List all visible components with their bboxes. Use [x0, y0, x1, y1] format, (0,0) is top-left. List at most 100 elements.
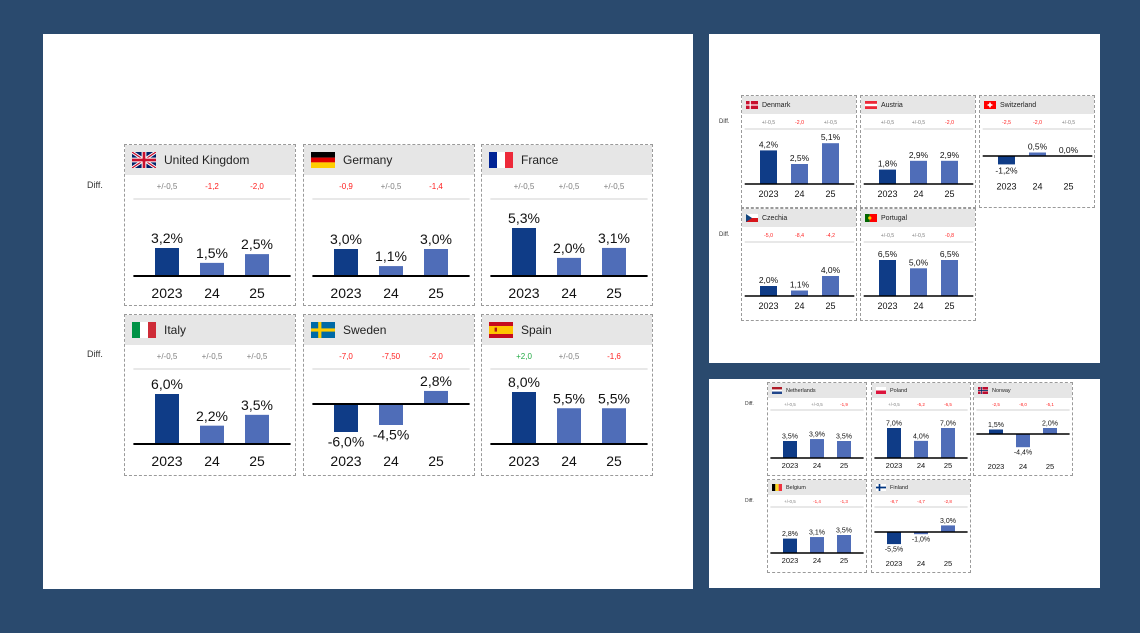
- diff-value: -2,0: [250, 182, 264, 191]
- diff-value: +/-0,5: [381, 182, 402, 191]
- diff-value: +/-0,5: [202, 352, 223, 361]
- x-tick-label: 2023: [330, 453, 361, 469]
- bar-chart: -6,0% -7,0 2023 -4,5% -7,50 24 2,8% -2,0 25: [312, 352, 470, 469]
- diff-value: -7,50: [382, 352, 401, 361]
- data-label: 0,5%: [1028, 142, 1048, 152]
- x-tick-label: 25: [249, 453, 265, 469]
- diff-value: -8,4: [795, 233, 804, 239]
- bar: [200, 262, 224, 276]
- bar-chart: -1,2% -2,5 2023 0,5% -2,0 24 0,0% +/-0,5 25: [982, 120, 1093, 191]
- chart-title-bar: Norway: [974, 383, 1072, 398]
- bar: [512, 228, 536, 276]
- data-label: 3,0%: [420, 231, 452, 247]
- x-tick-label: 25: [840, 461, 848, 470]
- finland-flag-icon: [876, 484, 886, 491]
- data-label: -1,0%: [912, 537, 930, 544]
- bar-chart: 2,0% -5,0 2023 1,1% -8,4 24 4,0% -4,2 25: [744, 233, 855, 311]
- chart-title: Switzerland: [1000, 101, 1037, 109]
- x-tick-label: 2023: [782, 461, 799, 470]
- bar: [914, 440, 928, 458]
- diff-value: +/-0,5: [157, 182, 178, 191]
- x-tick-label: 24: [794, 301, 804, 311]
- x-tick-label: 2023: [151, 453, 182, 469]
- diff-value: +/-0,5: [811, 402, 823, 407]
- bar: [602, 247, 626, 276]
- x-tick-label: 24: [204, 285, 220, 301]
- bar: [998, 156, 1015, 165]
- x-tick-label: 2023: [151, 285, 182, 301]
- data-label: 7,0%: [886, 421, 902, 428]
- diff-value: +/-0,5: [888, 402, 900, 407]
- diff-value: +2,0: [516, 352, 532, 361]
- bar: [941, 160, 958, 184]
- chart-title-bar: Poland: [872, 383, 970, 398]
- chart-title: France: [521, 153, 559, 167]
- country-chart-card: Italy 6,0% +/-0,5 2023 2,2% +/-0,5 24 3,5% +/-0,…: [124, 314, 296, 476]
- data-label: 3,0%: [940, 518, 956, 525]
- data-label: 3,1%: [809, 530, 825, 537]
- bar: [424, 390, 448, 404]
- x-tick-label: 25: [606, 285, 622, 301]
- data-label: 0,0%: [1059, 145, 1079, 155]
- chart-title: Poland: [890, 387, 908, 394]
- data-label: 3,5%: [782, 434, 798, 441]
- x-tick-label: 24: [917, 559, 925, 568]
- x-tick-label: 24: [383, 453, 399, 469]
- bar: [334, 249, 358, 276]
- diff-value: -2,5: [1002, 120, 1011, 126]
- data-label: 3,9%: [809, 432, 825, 439]
- diff-label: Diff.: [745, 401, 754, 407]
- diff-value: -0,9: [339, 182, 353, 191]
- x-tick-label: 2023: [758, 301, 778, 311]
- bar-chart: 3,5% +/-0,5 2023 3,9% +/-0,5 24 3,5% -1,9 25: [770, 402, 864, 470]
- country-chart-card: Netherlands 3,5% +/-0,5 2023 3,9% +/-0,5 24 3,5…: [767, 382, 867, 476]
- diff-value: -4,2: [826, 233, 835, 239]
- data-label: 5,5%: [598, 390, 630, 406]
- data-label: 6,5%: [940, 249, 960, 259]
- x-tick-label: 25: [1063, 181, 1073, 191]
- bar-chart: 4,2% +/-0,5 2023 2,5% -2,0 24 5,1% +/-0,5 25: [744, 120, 855, 199]
- x-tick-label: 25: [825, 189, 835, 199]
- bar: [822, 143, 839, 184]
- diff-value: -1,9: [840, 402, 848, 407]
- diff-value: +/-0,5: [824, 120, 838, 126]
- country-chart-card: Belgium 2,8% +/-0,5 2023 3,1% -1,4 24 3,5% -1,3 2…: [767, 479, 867, 573]
- chart-title-bar: United Kingdom: [125, 145, 295, 175]
- chart-title: Austria: [881, 101, 903, 109]
- diff-value: -4,7: [917, 499, 925, 504]
- data-label: 2,0%: [553, 240, 585, 256]
- diff-value: +/-0,5: [784, 499, 796, 504]
- data-label: 7,0%: [940, 421, 956, 428]
- x-tick-label: 24: [813, 556, 821, 565]
- country-chart-card: Spain 8,0% +2,0 2023 5,5% +/-0,5 24 5,5% -1,6 25: [481, 314, 653, 476]
- x-tick-label: 24: [1019, 462, 1027, 471]
- chart-title: Netherlands: [786, 387, 816, 394]
- data-label: 4,0%: [913, 433, 929, 440]
- bar-chart: 3,2% +/-0,5 2023 1,5% -1,2 24 2,5% -2,0 25: [133, 182, 291, 301]
- bar: [989, 429, 1003, 434]
- x-tick-label: 25: [428, 453, 444, 469]
- data-label: 3,5%: [836, 434, 852, 441]
- diff-value: -2,8: [944, 499, 952, 504]
- data-label: 5,1%: [821, 132, 841, 142]
- x-tick-label: 25: [428, 285, 444, 301]
- bar: [512, 392, 536, 444]
- diff-value: +/-0,5: [762, 120, 776, 126]
- bar: [1016, 434, 1030, 448]
- bar: [810, 537, 824, 553]
- diff-value: +/-0,5: [559, 352, 580, 361]
- chart-title: Finland: [890, 484, 909, 491]
- data-label: -4,4%: [1014, 450, 1032, 457]
- diff-value: +/-0,5: [157, 352, 178, 361]
- diff-value: -2,0: [1033, 120, 1042, 126]
- data-label: 2,9%: [909, 150, 929, 160]
- bar: [245, 414, 269, 444]
- italy-flag-icon: [132, 322, 156, 338]
- slide-main: [43, 34, 693, 589]
- bar: [910, 268, 927, 296]
- diff-value: +/-0,5: [559, 182, 580, 191]
- bar: [822, 276, 839, 296]
- chart-title-bar: Switzerland: [980, 96, 1094, 114]
- bar: [760, 150, 777, 184]
- data-label: 5,0%: [909, 257, 929, 267]
